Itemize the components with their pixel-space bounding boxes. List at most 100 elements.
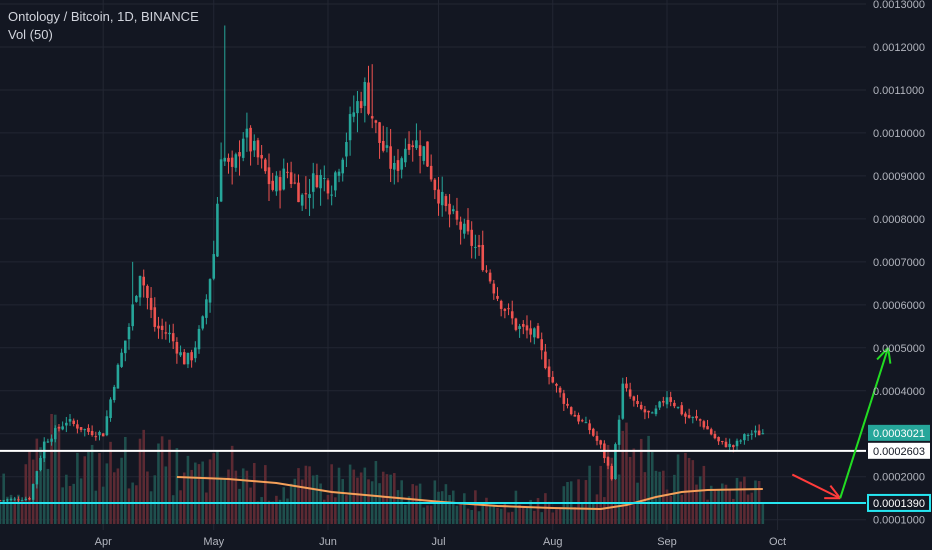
- candle-body: [474, 246, 477, 248]
- volume-bar: [282, 487, 286, 524]
- candle-body: [636, 400, 639, 405]
- candle-body: [647, 410, 650, 413]
- candle-body: [569, 407, 573, 415]
- candle-body: [227, 157, 230, 162]
- horizontal-levels[interactable]: [0, 449, 866, 504]
- volume-bar: [374, 461, 378, 524]
- candle-body: [558, 387, 562, 393]
- candle-body: [275, 175, 278, 192]
- arrow-up-head[interactable]: [887, 347, 892, 364]
- candle-body: [186, 352, 190, 365]
- candle-body: [610, 466, 614, 480]
- volume-bar: [252, 463, 256, 524]
- candle-body: [378, 122, 381, 143]
- price-tag-bg: [868, 442, 930, 459]
- candle-body: [599, 440, 602, 445]
- volume-bar: [709, 485, 713, 524]
- volume-bar: [50, 414, 53, 524]
- candle-body: [330, 194, 333, 196]
- candle-body: [485, 270, 488, 272]
- candle-body: [499, 300, 503, 309]
- candle-body: [168, 332, 171, 335]
- candle-body: [503, 308, 507, 311]
- price-tag-label: 0.0002603: [873, 446, 925, 458]
- volume-bar: [617, 474, 621, 524]
- candle-body: [322, 178, 326, 180]
- volume-bar: [124, 436, 127, 524]
- volume-bar: [101, 486, 105, 524]
- candle-body: [230, 157, 234, 167]
- volume-bar: [558, 507, 562, 524]
- volume-bar: [488, 505, 492, 524]
- candle-body: [592, 428, 595, 436]
- arrow-down-shaft[interactable]: [791, 473, 841, 500]
- candle-body: [628, 389, 632, 397]
- candle-body: [370, 116, 374, 119]
- price-axis-label: 0.0009000: [873, 171, 925, 183]
- volume-bar: [492, 504, 496, 524]
- candle-body: [0, 500, 2, 502]
- volume-bar: [389, 474, 392, 524]
- candle-body: [477, 245, 481, 248]
- candle-body: [673, 402, 676, 407]
- volume-bar: [20, 499, 24, 524]
- time-axis-label: Jul: [431, 536, 445, 548]
- volume-bar: [223, 478, 227, 524]
- candle-body: [381, 140, 385, 151]
- candle-body: [2, 500, 5, 502]
- volume-bar: [135, 485, 138, 524]
- candle-body: [131, 304, 134, 327]
- arrow-up-head[interactable]: [876, 347, 889, 361]
- candle-body: [750, 433, 754, 435]
- candle-body: [451, 209, 455, 212]
- candle-body: [341, 159, 345, 174]
- volume-bar: [297, 468, 300, 524]
- volume-bar: [190, 469, 193, 524]
- candle-body: [238, 152, 241, 157]
- volume-bar: [109, 441, 112, 524]
- candle-body: [319, 175, 322, 189]
- candle-body: [160, 325, 164, 330]
- candle-body: [754, 430, 757, 433]
- candle-body: [50, 438, 53, 442]
- candle-body: [389, 146, 392, 169]
- arrow-down-head[interactable]: [829, 484, 841, 499]
- price-axis-label: 0.0005000: [873, 343, 925, 355]
- candle-body: [732, 445, 735, 448]
- volume-bar: [404, 504, 407, 524]
- candle-body: [39, 457, 42, 471]
- candle-body: [109, 399, 112, 418]
- volume-bar: [227, 469, 230, 524]
- candle-body: [334, 172, 337, 191]
- volume-bar: [76, 452, 79, 524]
- arrow-up-shaft[interactable]: [839, 347, 890, 499]
- candle-body: [216, 203, 219, 257]
- volume-bar: [525, 506, 529, 524]
- price-axis[interactable]: 0.0013000 0.0012000 0.0011000 0.0010000 0.00…: [873, 0, 925, 527]
- volume-bar: [13, 499, 17, 524]
- volume-bar: [201, 461, 204, 524]
- volume-bar: [112, 472, 116, 524]
- candle-body: [234, 154, 238, 168]
- projection-arrows[interactable]: [791, 347, 892, 500]
- volume-bar: [197, 464, 201, 524]
- candle-body: [555, 383, 558, 386]
- volume-bar: [735, 477, 739, 524]
- time-axis-label: May: [203, 536, 224, 548]
- volume-bar: [474, 490, 477, 524]
- candle-body: [444, 196, 448, 206]
- candle-body: [245, 128, 249, 138]
- volume-bar: [746, 494, 750, 524]
- candle-body: [35, 471, 39, 485]
- candle-body: [713, 433, 717, 439]
- volume-bar: [477, 511, 481, 524]
- volume-bar: [157, 443, 160, 524]
- time-axis[interactable]: Apr May Jun Jul Aug Sep Oct: [95, 536, 786, 548]
- candle-body: [448, 203, 451, 215]
- candle-body: [684, 413, 687, 417]
- candle-body: [308, 194, 311, 199]
- candle-body: [650, 412, 654, 414]
- volume-bar: [481, 504, 485, 524]
